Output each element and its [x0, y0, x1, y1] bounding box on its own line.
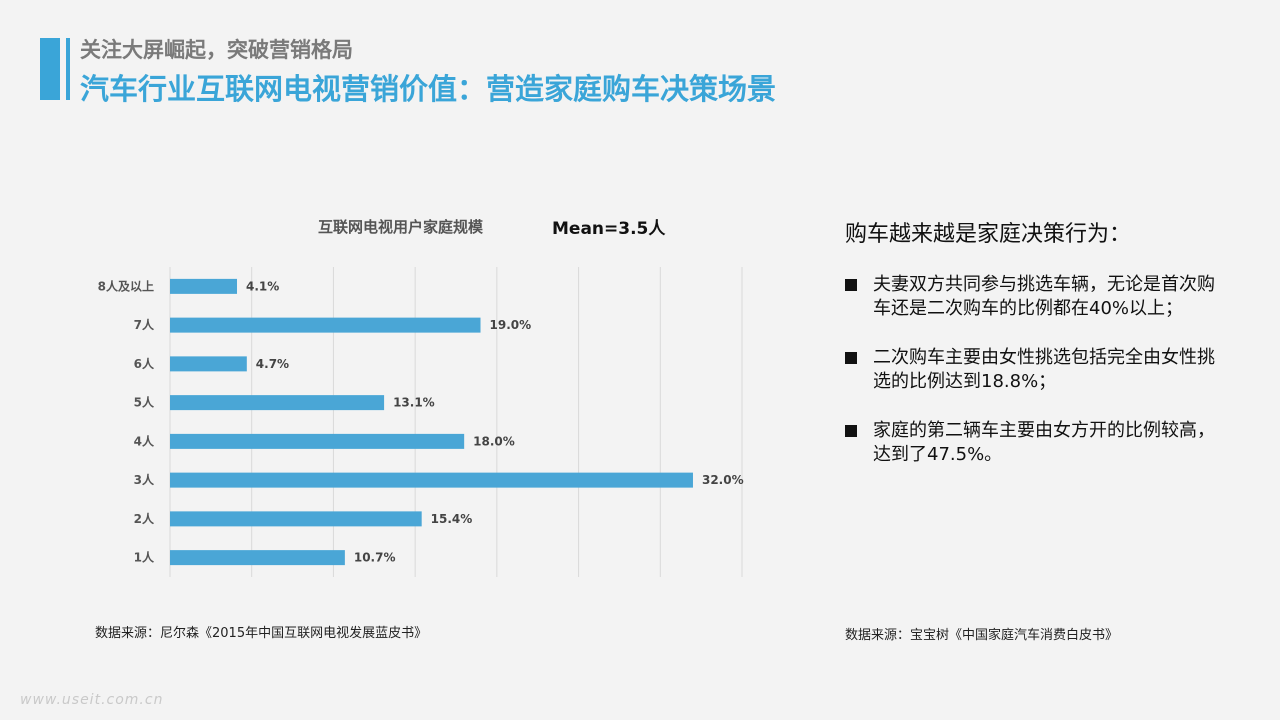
- category-label: 7人: [134, 317, 155, 332]
- category-label: 4人: [134, 433, 155, 448]
- watermark: www.useit.com.cn: [20, 692, 164, 708]
- data-label: 19.0%: [490, 318, 532, 332]
- category-label: 1人: [134, 550, 155, 565]
- bar: [170, 356, 247, 372]
- bar: [170, 433, 465, 449]
- right-panel-heading: 购车越来越是家庭决策行为：: [845, 222, 1132, 247]
- data-label: 4.7%: [256, 357, 289, 371]
- category-label: 2人: [134, 511, 155, 526]
- data-label: 15.4%: [431, 512, 473, 526]
- chart-mean-annotation: Mean=3.5人: [552, 219, 666, 239]
- category-label: 6人: [134, 356, 155, 371]
- source-note-right: 数据来源：宝宝树《中国家庭汽车消费白皮书》: [845, 628, 1119, 643]
- category-label: 3人: [134, 472, 155, 487]
- bar: [170, 550, 345, 566]
- insight-list: 夫妻双方共同参与挑选车辆，无论是首次购车还是二次购车的比例都在40%以上； 二次…: [845, 273, 1215, 492]
- insight-item: 二次购车主要由女性挑选包括完全由女性挑选的比例达到18.8%；: [845, 346, 1215, 394]
- bar: [170, 511, 422, 527]
- chart-title: 互联网电视用户家庭规模: [318, 218, 484, 236]
- household-size-bar-chart: 8人及以上 4.1% 7人 19.0% 6人 4.7% 5人 13.1% 4人 18.0% 3人 32…: [98, 267, 744, 577]
- insight-item: 家庭的第二辆车主要由女方开的比例较高，达到了47.5%。: [845, 419, 1215, 467]
- square-bullet-icon: [845, 279, 857, 291]
- bar: [170, 395, 385, 411]
- square-bullet-icon: [845, 425, 857, 437]
- bar: [170, 317, 481, 333]
- bar: [170, 472, 693, 488]
- category-label: 8人及以上: [98, 278, 154, 293]
- category-label: 5人: [134, 395, 155, 410]
- square-bullet-icon: [845, 352, 857, 364]
- data-label: 13.1%: [393, 396, 435, 410]
- insight-text: 二次购车主要由女性挑选包括完全由女性挑选的比例达到18.8%；: [873, 347, 1215, 392]
- header-accent-line: [66, 38, 70, 100]
- source-note-left: 数据来源：尼尔森《2015年中国互联网电视发展蓝皮书》: [95, 626, 428, 641]
- data-label: 32.0%: [702, 473, 744, 487]
- data-label: 4.1%: [246, 279, 279, 293]
- data-label: 10.7%: [354, 551, 396, 565]
- insight-text: 家庭的第二辆车主要由女方开的比例较高，达到了47.5%。: [873, 420, 1215, 465]
- header-accent-bar: [40, 38, 60, 100]
- bar: [170, 278, 238, 294]
- insight-item: 夫妻双方共同参与挑选车辆，无论是首次购车还是二次购车的比例都在40%以上；: [845, 273, 1215, 321]
- page-subtitle: 关注大屏崛起，突破营销格局: [80, 38, 353, 62]
- page-title: 汽车行业互联网电视营销价值：营造家庭购车决策场景: [80, 72, 777, 106]
- insight-text: 夫妻双方共同参与挑选车辆，无论是首次购车还是二次购车的比例都在40%以上；: [873, 274, 1215, 319]
- data-label: 18.0%: [473, 434, 515, 448]
